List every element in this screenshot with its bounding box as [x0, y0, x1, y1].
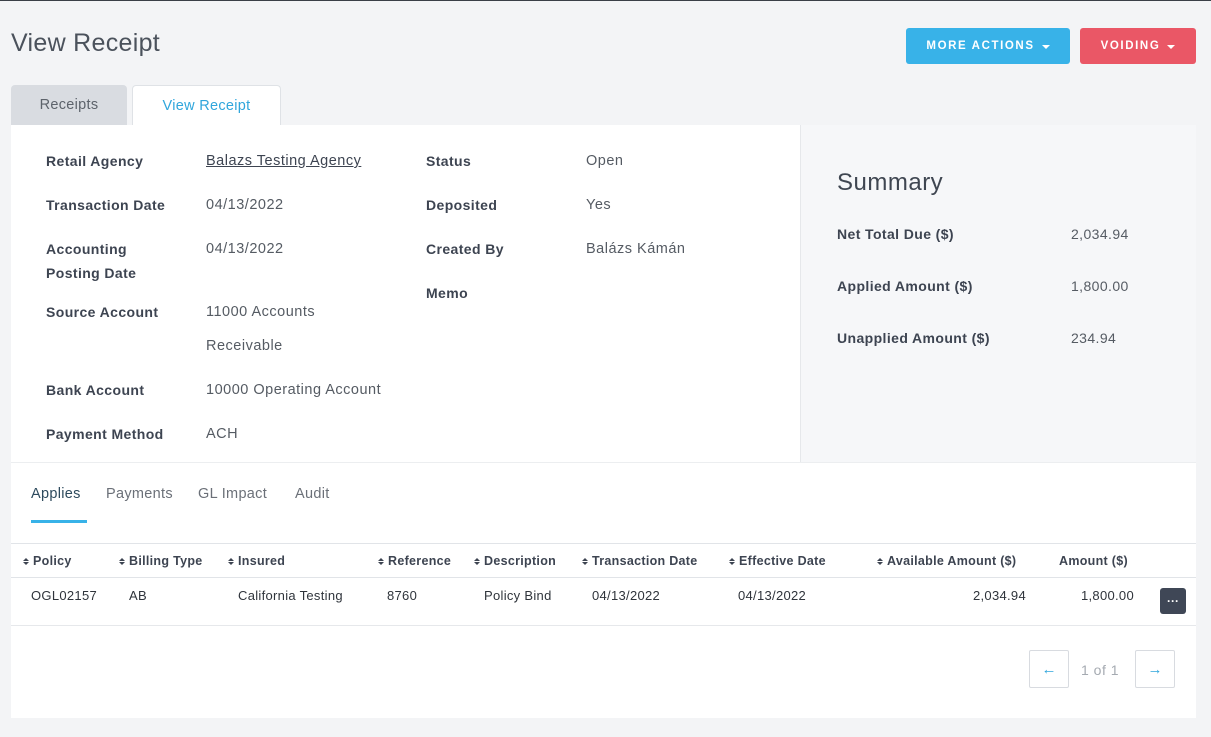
net-total-due-label: Net Total Due ($) [837, 226, 954, 242]
cell-amount: 1,800.00 [1080, 588, 1134, 603]
cell-policy: OGL02157 [31, 588, 98, 603]
row-actions-menu-button[interactable]: ··· [1160, 588, 1186, 614]
bank-account-label: Bank Account [46, 382, 145, 398]
unapplied-amount-value: 234.94 [1071, 330, 1117, 346]
accounting-posting-date-label-2: Posting Date [46, 265, 137, 281]
cell-effective-date: 04/13/2022 [738, 588, 807, 603]
sort-icon [474, 557, 480, 565]
created-by-label: Created By [426, 241, 504, 257]
source-account-value-line2: Receivable [206, 338, 283, 354]
col-billing-type[interactable]: Billing Type [119, 554, 203, 568]
col-available-amount[interactable]: Available Amount ($) [877, 554, 1016, 568]
sort-icon [582, 557, 588, 565]
col-transaction-date-label: Transaction Date [592, 554, 698, 568]
tab-gl-impact[interactable]: GL Impact [198, 486, 268, 502]
applied-amount-label: Applied Amount ($) [837, 278, 973, 294]
accounting-posting-date-value: 04/13/2022 [206, 241, 284, 257]
receipt-card: Retail Agency Balazs Testing Agency Tran… [11, 125, 1196, 718]
deposited-label: Deposited [426, 197, 498, 213]
sort-icon [23, 557, 29, 565]
table-header: Policy Billing Type Insured Reference De… [11, 543, 1196, 578]
voiding-button[interactable]: VOIDING [1080, 28, 1196, 64]
col-insured[interactable]: Insured [228, 554, 285, 568]
tab-applies[interactable]: Applies [31, 486, 81, 502]
sort-icon [729, 557, 735, 565]
sort-icon [378, 557, 384, 565]
unapplied-amount-label: Unapplied Amount ($) [837, 330, 990, 346]
created-by-value: Balázs Kámán [586, 241, 686, 257]
cell-description: Policy Bind [484, 588, 552, 603]
col-policy[interactable]: Policy [23, 554, 72, 568]
caret-down-icon [1041, 44, 1050, 49]
col-available-amount-label: Available Amount ($) [887, 554, 1017, 568]
payment-method-label: Payment Method [46, 426, 164, 442]
caret-down-icon [1167, 44, 1176, 49]
cell-reference: 8760 [387, 588, 418, 603]
status-value: Open [586, 153, 624, 169]
memo-label: Memo [426, 285, 469, 301]
col-billing-type-label: Billing Type [129, 554, 203, 568]
retail-agency-link[interactable]: Balazs Testing Agency [206, 153, 362, 169]
transaction-date-value: 04/13/2022 [206, 197, 284, 213]
sort-icon [877, 557, 883, 565]
col-insured-label: Insured [238, 554, 286, 568]
sort-icon [228, 557, 234, 565]
retail-agency-label: Retail Agency [46, 153, 144, 169]
col-description[interactable]: Description [474, 554, 556, 568]
more-actions-button[interactable]: MORE ACTIONS [906, 28, 1070, 64]
active-tab-indicator [31, 520, 87, 523]
tab-payments[interactable]: Payments [106, 486, 173, 502]
tab-audit[interactable]: Audit [295, 486, 330, 502]
summary-panel: Summary Net Total Due ($) 2,034.94 Appli… [800, 125, 1196, 462]
applied-amount-value: 1,800.00 [1071, 278, 1129, 294]
deposited-value: Yes [586, 197, 612, 213]
more-actions-label: MORE ACTIONS [926, 40, 1035, 52]
col-effective-date-label: Effective Date [739, 554, 826, 568]
arrow-left-icon: ← [1041, 660, 1057, 678]
transaction-date-label: Transaction Date [46, 197, 166, 213]
col-amount-label: Amount ($) [1059, 554, 1128, 568]
col-description-label: Description [484, 554, 557, 568]
bank-account-value: 10000 Operating Account [206, 382, 382, 398]
previous-page-button[interactable]: ← [1029, 650, 1069, 688]
tab-receipts[interactable]: Receipts [11, 85, 127, 125]
table-row: OGL02157 AB California Testing 8760 Poli… [11, 578, 1196, 626]
col-effective-date[interactable]: Effective Date [729, 554, 826, 568]
payment-method-value: ACH [206, 426, 239, 442]
section-divider [11, 462, 1196, 463]
page-indicator: 1 of 1 [1080, 662, 1120, 678]
sort-icon [119, 557, 125, 565]
col-transaction-date[interactable]: Transaction Date [582, 554, 698, 568]
source-account-label: Source Account [46, 304, 159, 320]
col-policy-label: Policy [33, 554, 72, 568]
col-reference[interactable]: Reference [378, 554, 451, 568]
cell-billing-type: AB [129, 588, 147, 603]
net-total-due-value: 2,034.94 [1071, 226, 1129, 242]
col-reference-label: Reference [388, 554, 452, 568]
cell-available-amount: 2,034.94 [972, 588, 1026, 603]
status-label: Status [426, 153, 472, 169]
cell-transaction-date: 04/13/2022 [592, 588, 661, 603]
page-title: View Receipt [11, 29, 161, 57]
accounting-posting-date-label-1: Accounting [46, 241, 127, 257]
summary-title: Summary [837, 169, 944, 196]
tab-view-receipt[interactable]: View Receipt [132, 85, 281, 126]
voiding-label: VOIDING [1100, 40, 1161, 52]
col-amount: Amount ($) [1059, 554, 1128, 568]
cell-insured: California Testing [238, 588, 343, 603]
arrow-right-icon: → [1147, 660, 1163, 678]
source-account-value-line1: 11000 Accounts [206, 304, 316, 320]
next-page-button[interactable]: → [1135, 650, 1175, 688]
